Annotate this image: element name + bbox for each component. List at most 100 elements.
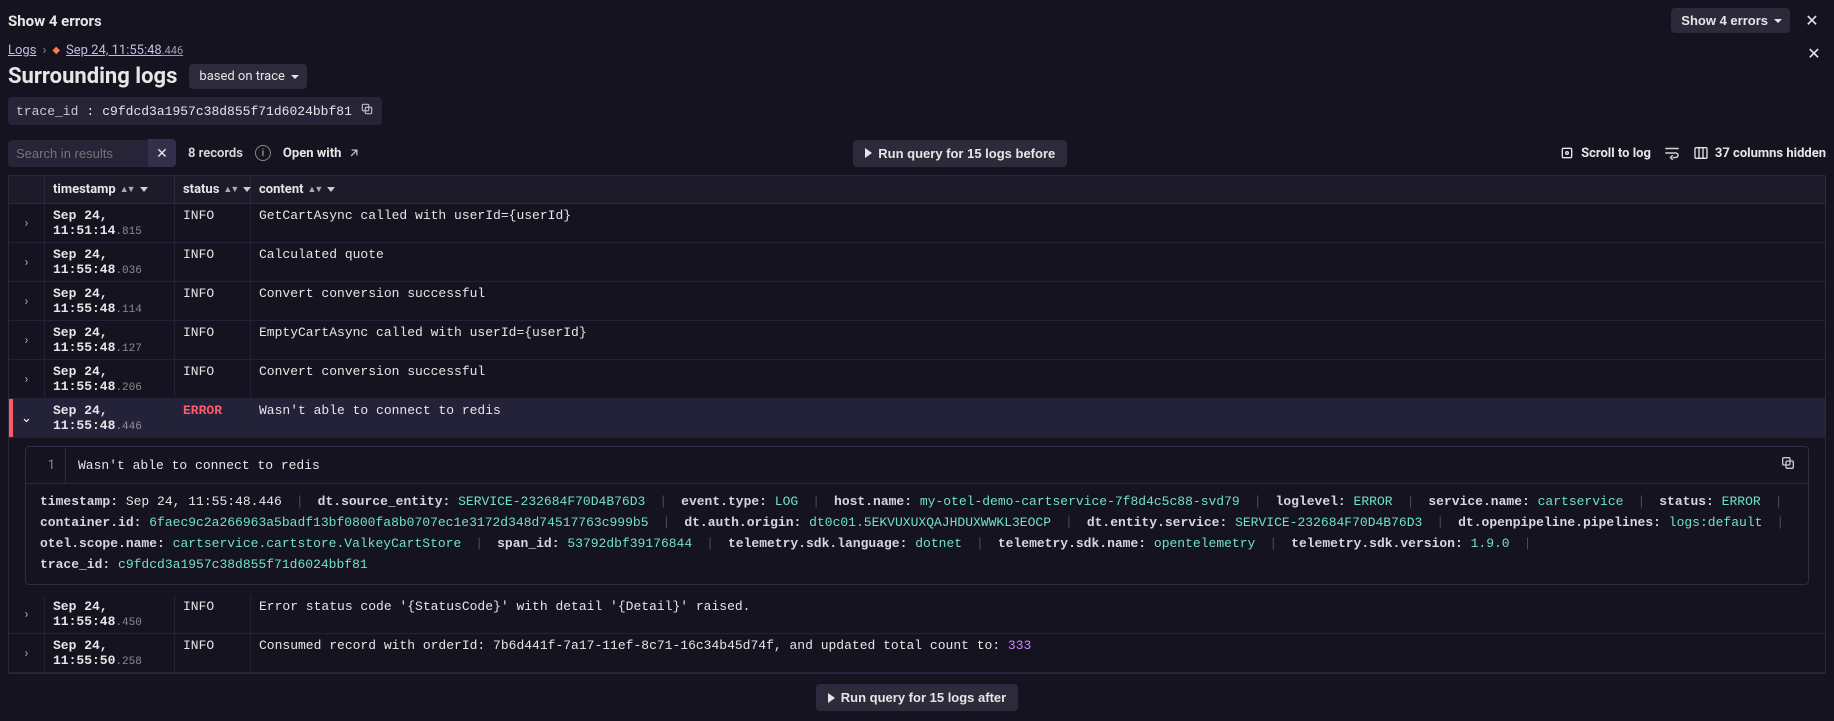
breadcrumb-timestamp-ms: .446	[162, 44, 183, 57]
expand-icon[interactable]: ›	[9, 634, 45, 672]
play-icon	[865, 148, 872, 158]
status-cell: INFO	[175, 634, 251, 672]
content-cell: Wasn't able to connect to redis	[251, 399, 1825, 437]
col-timestamp-label: timestamp	[53, 182, 116, 197]
status-cell: INFO	[175, 243, 251, 281]
tag[interactable]: dt.entity.service: SERVICE-232684F70D4B7…	[1087, 515, 1422, 530]
table-row[interactable]: ›Sep 24, 11:55:48.127INFOEmptyCartAsync …	[9, 321, 1825, 360]
status-cell: INFO	[175, 360, 251, 398]
tag-separator: |	[1254, 494, 1262, 509]
tag[interactable]: service.name: cartservice	[1428, 494, 1623, 509]
tag[interactable]: host.name: my-otel-demo-cartservice-7f8d…	[834, 494, 1240, 509]
tag-separator: |	[706, 536, 714, 551]
tag-separator: |	[1524, 536, 1532, 551]
tag[interactable]: otel.scope.name: cartservice.cartstore.V…	[40, 536, 461, 551]
status-cell: ERROR	[175, 399, 251, 437]
timestamp-cell: Sep 24, 11:55:48.127	[45, 321, 175, 359]
table-row[interactable]: ›Sep 24, 11:55:50.258INFOConsumed record…	[9, 634, 1825, 673]
table-row[interactable]: ›Sep 24, 11:55:48.114INFOConvert convers…	[9, 282, 1825, 321]
tag[interactable]: dt.openpipeline.pipelines: logs:default	[1458, 515, 1762, 530]
content-cell: Convert conversion successful	[251, 282, 1825, 320]
expand-icon[interactable]: ›	[9, 321, 45, 359]
tag[interactable]: span_id: 53792dbf39176844	[497, 536, 692, 551]
timestamp-cell: Sep 24, 11:55:48.206	[45, 360, 175, 398]
tag-separator: |	[663, 515, 671, 530]
scroll-to-log-label: Scroll to log	[1581, 146, 1651, 161]
log-table: timestamp ▲▼ status ▲▼ content ▲▼ ›Sep 2…	[8, 175, 1826, 674]
scope-selector[interactable]: based on trace	[189, 64, 307, 89]
open-with-button[interactable]: Open with	[283, 146, 361, 161]
tag[interactable]: telemetry.sdk.name: opentelemetry	[998, 536, 1255, 551]
table-row[interactable]: ⌄Sep 24, 11:55:48.446ERRORWasn't able to…	[9, 399, 1825, 438]
close-icon[interactable]: ✕	[1800, 9, 1824, 33]
show-errors-button[interactable]: Show 4 errors	[1671, 8, 1790, 33]
tag[interactable]: telemetry.sdk.version: 1.9.0	[1291, 536, 1509, 551]
toolbar: ✕ 8 records i Open with Run query for 15…	[8, 139, 1826, 167]
tag[interactable]: trace_id: c9fdcd3a1957c38d855f71d6024bbf…	[40, 557, 368, 572]
run-query-before-button[interactable]: Run query for 15 logs before	[853, 140, 1067, 167]
tag[interactable]: container.id: 6faec9c2a266963a5badf13bf0…	[40, 515, 649, 530]
breadcrumb-timestamp-link[interactable]: Sep 24, 11:55:48.446	[66, 43, 183, 58]
timestamp-cell: Sep 24, 11:55:48.114	[45, 282, 175, 320]
copy-icon[interactable]	[360, 102, 374, 120]
detail-text: Wasn't able to connect to redis	[66, 448, 1768, 483]
expand-icon[interactable]: ›	[9, 204, 45, 242]
expand-icon[interactable]: ›	[9, 282, 45, 320]
status-cell: INFO	[175, 204, 251, 242]
tag-separator: |	[1436, 515, 1444, 530]
sort-icon: ▲▼	[308, 184, 322, 195]
tag[interactable]: loglevel: ERROR	[1276, 494, 1393, 509]
chevron-down-icon	[327, 187, 335, 192]
expand-icon[interactable]: ›	[9, 360, 45, 398]
tag[interactable]: dt.source_entity: SERVICE-232684F70D4B76…	[318, 494, 646, 509]
breadcrumb-timestamp: Sep 24, 11:55:48	[66, 43, 162, 58]
breadcrumb-logs-link[interactable]: Logs	[8, 43, 36, 58]
panel-close-icon[interactable]: ✕	[1802, 41, 1826, 65]
timestamp-cell: Sep 24, 11:55:48.446	[45, 399, 175, 437]
run-query-after-button[interactable]: Run query for 15 logs after	[816, 684, 1018, 711]
expand-icon[interactable]: ⌄	[9, 399, 45, 437]
page-title: Show 4 errors	[8, 12, 102, 30]
chevron-down-icon	[140, 187, 148, 192]
columns-icon	[1693, 145, 1709, 161]
tag-separator: |	[812, 494, 820, 509]
trace-id-label: trace_id	[16, 104, 78, 119]
content-cell: Calculated quote	[251, 243, 1825, 281]
trace-id-value: c9fdcd3a1957c38d855f71d6024bbf81	[102, 104, 352, 119]
info-icon[interactable]: i	[255, 145, 271, 161]
expand-icon[interactable]: ›	[9, 243, 45, 281]
tag-separator: |	[1637, 494, 1645, 509]
scroll-to-log-button[interactable]: Scroll to log	[1559, 145, 1651, 161]
col-content[interactable]: content ▲▼	[251, 176, 1825, 203]
tag[interactable]: timestamp: Sep 24, 11:55:48.446	[40, 494, 282, 509]
col-status[interactable]: status ▲▼	[175, 176, 251, 203]
search-input[interactable]	[8, 140, 148, 167]
target-icon	[1559, 145, 1575, 161]
hidden-columns-label: 37 columns hidden	[1715, 146, 1826, 161]
col-content-label: content	[259, 182, 304, 197]
tag[interactable]: status: ERROR	[1659, 494, 1760, 509]
hidden-columns-button[interactable]: 37 columns hidden	[1693, 145, 1826, 161]
log-detail-panel: 1Wasn't able to connect to redis timestam…	[25, 446, 1809, 585]
tag[interactable]: dt.auth.origin: dt0c01.5EKVUXUXQAJHDUXWW…	[684, 515, 1051, 530]
clear-search-icon[interactable]: ✕	[148, 139, 176, 167]
log-marker-icon: ◆	[52, 45, 60, 56]
tag[interactable]: event.type: LOG	[681, 494, 798, 509]
copy-icon[interactable]	[1768, 447, 1808, 483]
wrap-lines-icon[interactable]	[1663, 144, 1681, 162]
tag-separator: |	[475, 536, 483, 551]
content-cell: EmptyCartAsync called with userId={userI…	[251, 321, 1825, 359]
breadcrumb: Logs › ◆ Sep 24, 11:55:48.446	[8, 41, 1792, 64]
col-timestamp[interactable]: timestamp ▲▼	[45, 176, 175, 203]
table-row[interactable]: ›Sep 24, 11:55:48.450INFOError status co…	[9, 595, 1825, 634]
tag[interactable]: telemetry.sdk.language: dotnet	[728, 536, 962, 551]
content-cell: Error status code '{StatusCode}' with de…	[251, 595, 1825, 633]
run-after-label: Run query for 15 logs after	[841, 690, 1006, 705]
expand-icon[interactable]: ›	[9, 595, 45, 633]
tag-separator: |	[1775, 494, 1783, 509]
table-row[interactable]: ›Sep 24, 11:55:48.036INFOCalculated quot…	[9, 243, 1825, 282]
line-number: 1	[26, 448, 66, 483]
table-row[interactable]: ›Sep 24, 11:55:48.206INFOConvert convers…	[9, 360, 1825, 399]
tag-separator: |	[1407, 494, 1415, 509]
table-row[interactable]: ›Sep 24, 11:51:14.815INFOGetCartAsync ca…	[9, 204, 1825, 243]
